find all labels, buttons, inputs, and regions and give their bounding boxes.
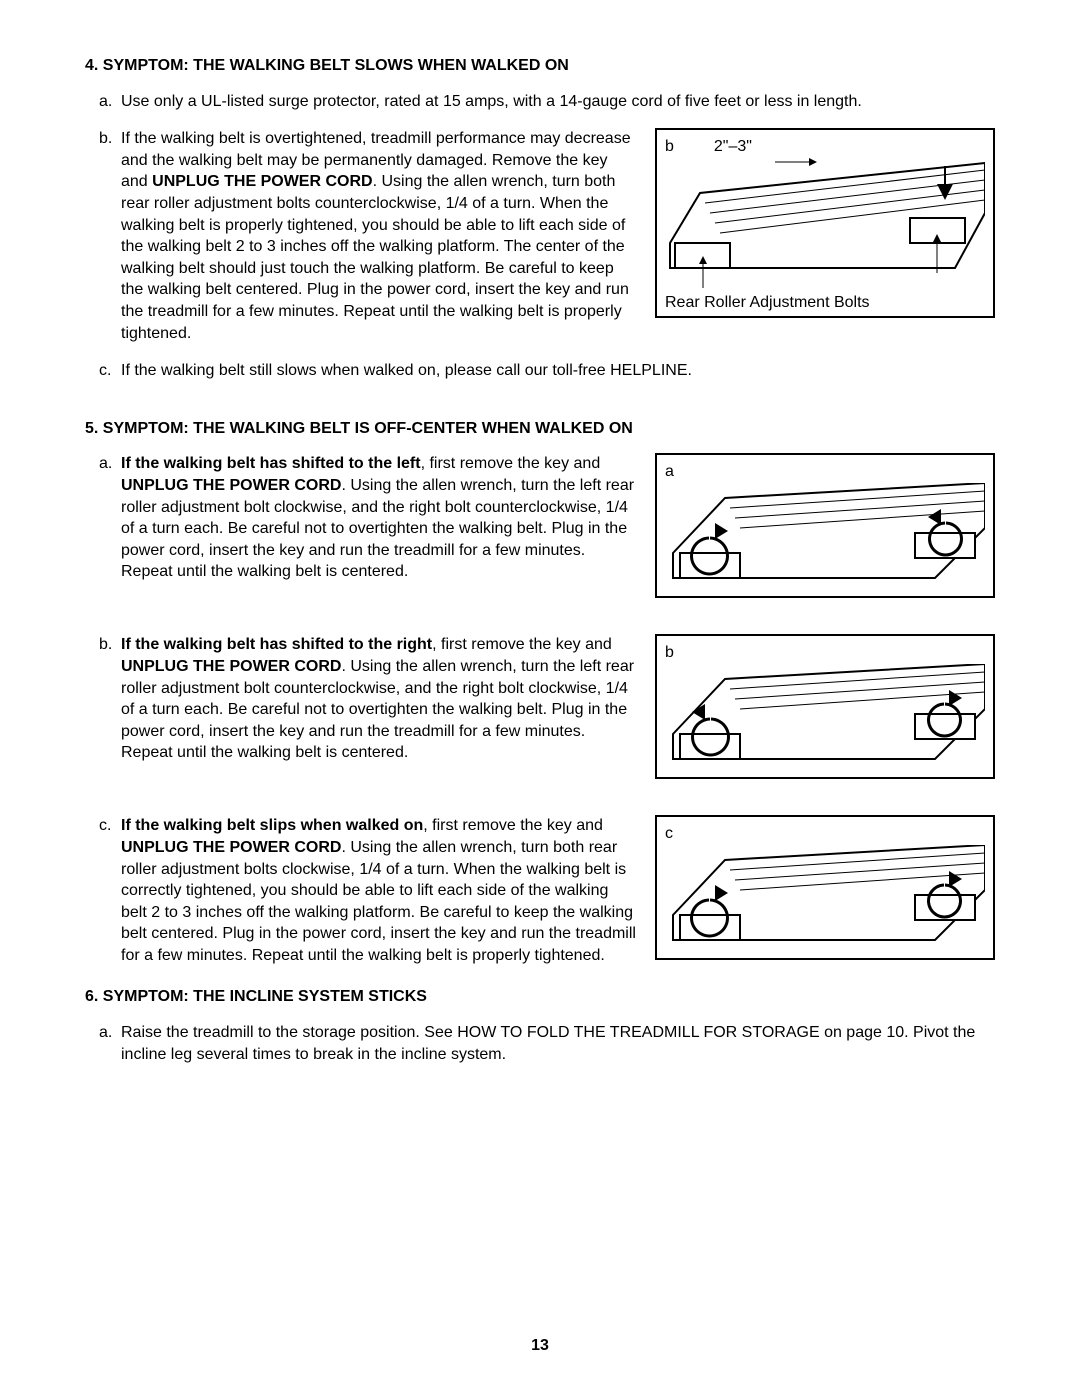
section-5-heading: 5. SYMPTOM: THE WALKING BELT IS OFF-CENT… <box>85 418 995 440</box>
item-text: Raise the treadmill to the storage posit… <box>121 1024 975 1063</box>
item-text-post: . Using the allen wrench, turn both rear… <box>121 839 636 964</box>
belt-right-diagram <box>665 664 985 769</box>
item-text-bold: UNPLUG THE POWER CORD <box>152 173 372 190</box>
s4-item-a: a. Use only a UL-listed surge protector,… <box>85 91 995 113</box>
treadmill-rear-diagram <box>665 158 985 288</box>
item-marker: a. <box>99 91 112 113</box>
item-marker: b. <box>99 128 112 150</box>
figure-label: b <box>665 644 674 661</box>
page-number: 13 <box>0 1335 1080 1357</box>
item-lead-bold: If the walking belt has shifted to the r… <box>121 636 432 653</box>
item-marker: c. <box>99 360 111 382</box>
item-mid: , first remove the key and <box>423 817 603 834</box>
section-4-heading: 4. SYMPTOM: THE WALKING BELT SLOWS WHEN … <box>85 55 995 77</box>
figure-5a: a <box>655 453 995 598</box>
item-text: Use only a UL-listed surge protector, ra… <box>121 93 862 110</box>
item-marker: a. <box>99 1022 112 1044</box>
figure-caption: Rear Roller Adjustment Bolts <box>665 292 985 314</box>
s5-item-b: b. If the walking belt has shifted to th… <box>85 634 637 764</box>
figure-label: b <box>665 136 674 158</box>
item-marker: b. <box>99 634 112 656</box>
s5-item-a-wrap: a. If the walking belt has shifted to th… <box>85 453 995 598</box>
item-text: If the walking belt still slows when wal… <box>121 362 692 379</box>
s6-item-a: a. Raise the treadmill to the storage po… <box>85 1022 995 1065</box>
belt-slip-diagram <box>665 845 985 950</box>
s5-item-a: a. If the walking belt has shifted to th… <box>85 453 637 583</box>
item-text-post: . Using the allen wrench, turn both rear… <box>121 173 629 341</box>
s5-item-b-wrap: b. If the walking belt has shifted to th… <box>85 634 995 779</box>
item-mid: , first remove the key and <box>432 636 612 653</box>
item-text-bold: UNPLUG THE POWER CORD <box>121 658 341 675</box>
belt-left-diagram <box>665 483 985 588</box>
s5-item-c-wrap: c. If the walking belt slips when walked… <box>85 815 995 966</box>
figure-5c: c <box>655 815 995 960</box>
figure-label: c <box>665 825 673 842</box>
manual-page: 4. SYMPTOM: THE WALKING BELT SLOWS WHEN … <box>0 0 1080 1397</box>
section-6-heading: 6. SYMPTOM: THE INCLINE SYSTEM STICKS <box>85 986 995 1008</box>
item-lead-bold: If the walking belt has shifted to the l… <box>121 455 421 472</box>
item-marker: a. <box>99 453 112 475</box>
s5-item-c: c. If the walking belt slips when walked… <box>85 815 637 966</box>
item-mid: , first remove the key and <box>421 455 601 472</box>
figure-4b: b 2"–3" <box>655 128 995 318</box>
item-lead-bold: If the walking belt slips when walked on <box>121 817 423 834</box>
item-text-bold: UNPLUG THE POWER CORD <box>121 839 341 856</box>
item-text-bold: UNPLUG THE POWER CORD <box>121 477 341 494</box>
item-marker: c. <box>99 815 111 837</box>
figure-measure: 2"–3" <box>714 136 752 158</box>
figure-label: a <box>665 463 674 480</box>
s4-item-c: c. If the walking belt still slows when … <box>85 360 995 382</box>
s4-item-b-wrap: b. If the walking belt is overtightened,… <box>85 128 995 344</box>
figure-5b: b <box>655 634 995 779</box>
s4-item-b: b. If the walking belt is overtightened,… <box>85 128 637 344</box>
